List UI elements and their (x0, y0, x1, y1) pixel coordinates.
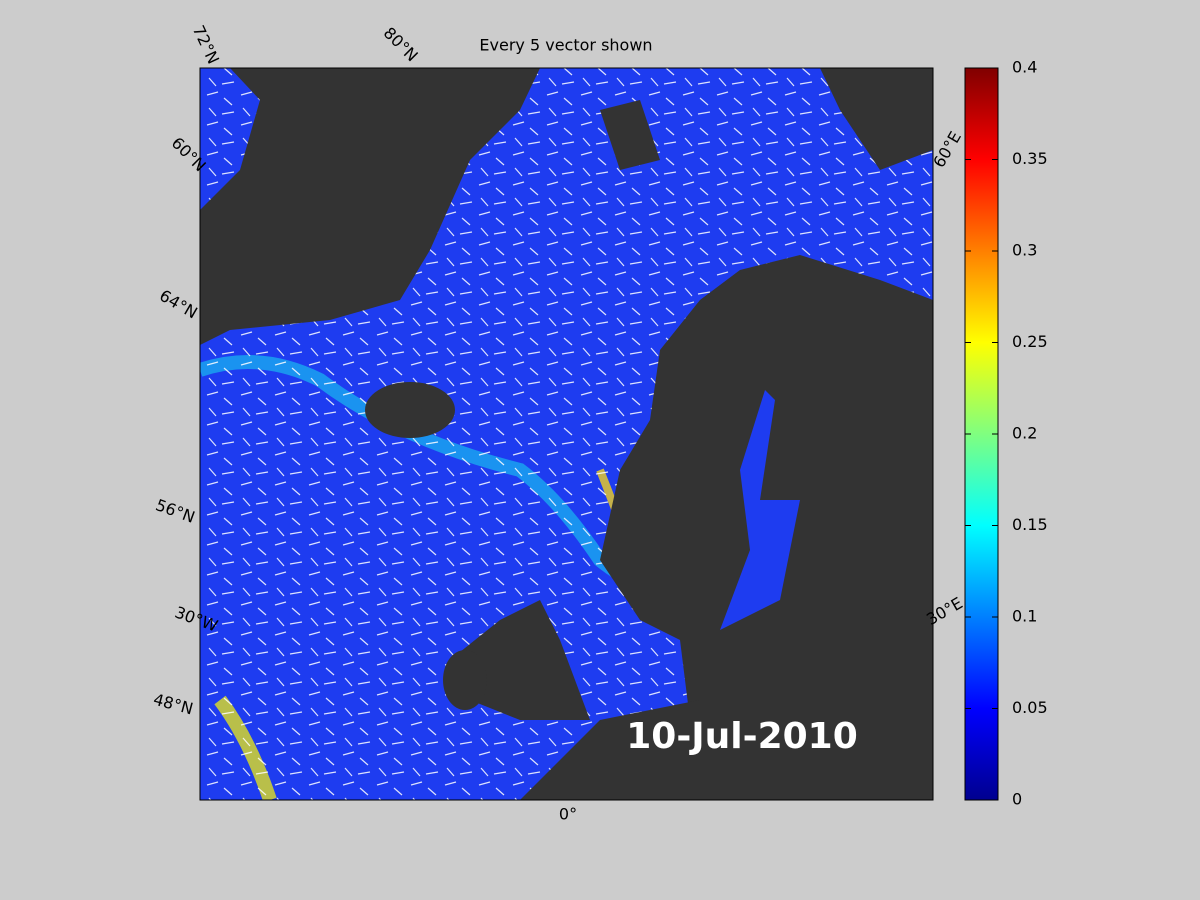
grid-label: 60°E (929, 128, 965, 171)
grid-label: 56°N (153, 495, 197, 527)
grid-label: 64°N (156, 286, 200, 323)
grid-label: 72°N (189, 22, 223, 67)
title: Every 5 vector shown (479, 36, 652, 55)
colorbar-tick-label: 0.05 (1012, 698, 1048, 717)
colorbar-tick-label: 0.2 (1012, 424, 1037, 443)
colorbar-tick-label: 0.15 (1012, 515, 1048, 534)
colorbar-tick-label: 0.25 (1012, 332, 1048, 351)
colorbar-tick-label: 0 (1012, 790, 1022, 809)
date-label: 10-Jul-2010 (626, 716, 858, 757)
baltic (720, 390, 800, 630)
colorbar-tick-label: 0.1 (1012, 607, 1037, 626)
colorbar-tick-label: 0.4 (1012, 58, 1037, 77)
map (200, 68, 933, 800)
colorbar-tick-label: 0.35 (1012, 149, 1048, 168)
colorbar-tick-label: 0.3 (1012, 241, 1037, 260)
grid-label: 80°N (380, 23, 422, 65)
map-frame (199, 67, 934, 801)
colorbar-ticks: 0 0.05 0.1 0.15 0.2 0.25 0.3 0.35 0.4 (965, 58, 1048, 809)
grid-label: 0° (559, 805, 577, 824)
grid-label: 48°N (151, 690, 195, 719)
